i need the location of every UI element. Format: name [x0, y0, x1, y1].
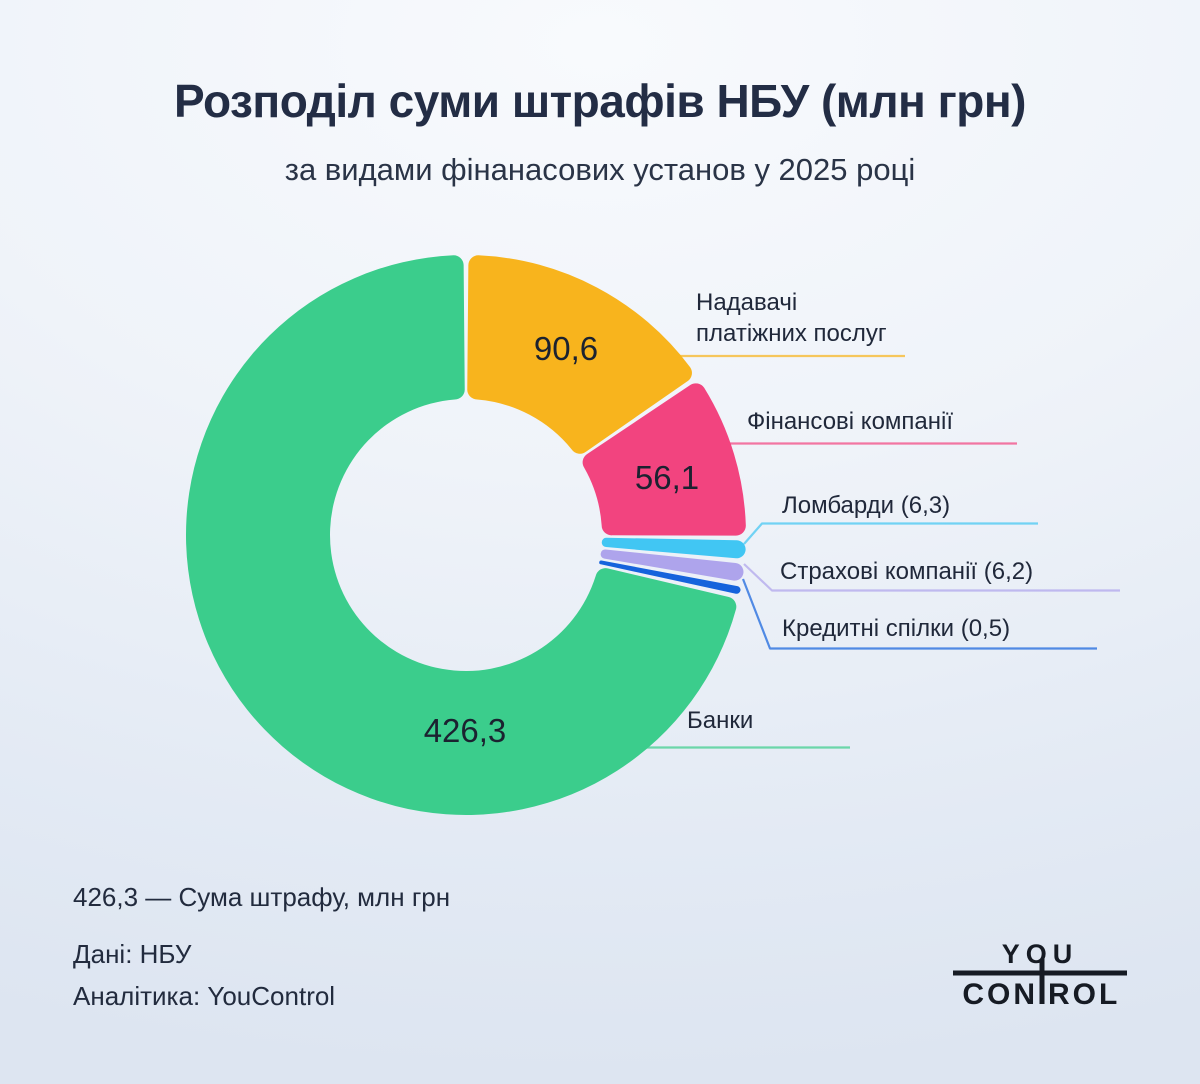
slice-value-financial-companies: 56,1: [634, 459, 700, 496]
data-source: Дані: НБУ: [73, 939, 192, 969]
donut-slice-5: [185, 255, 737, 816]
callout-payment-providers: Надавачі платіжних послуг: [696, 289, 887, 347]
callout-insurance-companies: Страхові компанії (6,2): [780, 558, 1034, 585]
logo-you-text: YOU: [1002, 939, 1079, 969]
callout-pawnshops: Ломбарди (6,3): [782, 492, 951, 519]
connector-pawnshops: [743, 522, 1038, 545]
chart-title: Розподіл суми штрафів НБУ (млн грн): [174, 75, 1026, 127]
donut-slice-4: [599, 560, 741, 594]
callout-connectors: [640, 354, 1120, 749]
donut-slice-2: [601, 537, 746, 559]
callout-banks: Банки: [687, 707, 754, 734]
connector-credit-unions: [741, 578, 1097, 650]
donut-slice-1: [582, 383, 746, 536]
logo-rol-text: ROL: [1048, 978, 1120, 1011]
donut-slice-0: [467, 255, 692, 454]
chart-subtitle: за видами фінанасових установ у 2025 роц…: [284, 152, 916, 187]
slice-value-payment-providers: 90,6: [533, 330, 599, 367]
callout-financial-companies: Фінансові компанії: [747, 408, 954, 435]
analytics-credit: Аналітика: YouControl: [73, 981, 336, 1011]
donut-slices: [185, 255, 746, 816]
legend-note: 426,3 — Сума штрафу, млн грн: [73, 882, 451, 912]
callout-credit-unions: Кредитні спілки (0,5): [782, 615, 1011, 642]
connector-insurance-companies: [743, 563, 1120, 592]
donut-slice-3: [600, 549, 744, 581]
logo-con-text: CON: [962, 978, 1038, 1011]
slice-value-banks: 426,3: [423, 712, 507, 749]
logo-t-stem: [1039, 959, 1045, 1004]
youcontrol-logo: YOU CON ROL: [953, 939, 1127, 1011]
